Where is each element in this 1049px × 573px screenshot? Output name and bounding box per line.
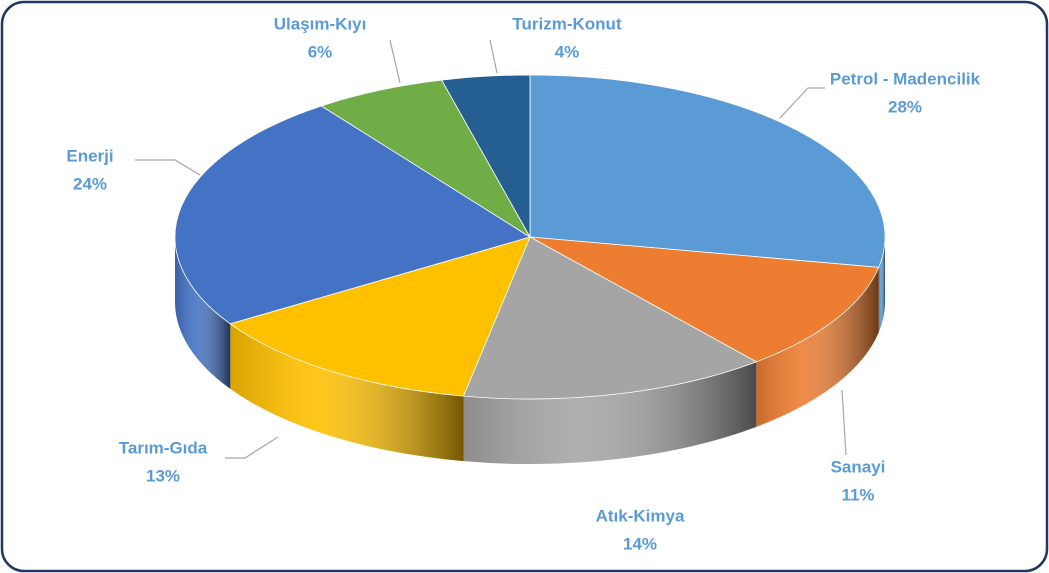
slice-label: Petrol - Madencilik [830, 69, 981, 88]
slice [229, 236, 531, 397]
slice [441, 74, 531, 239]
slice-label: Enerji [66, 146, 113, 165]
slice [462, 236, 758, 400]
pie-tops [174, 74, 886, 400]
leader-line [135, 159, 201, 176]
slice [320, 79, 531, 238]
leader-line [779, 87, 825, 119]
slice-value-label: 24% [73, 174, 107, 193]
slice-value-label: 11% [841, 485, 874, 504]
slice-value-label: 14% [623, 534, 657, 553]
pie-sides [175, 237, 885, 464]
slice-label: Tarım-Gıda [119, 438, 208, 457]
slice-side-shade [878, 237, 885, 333]
slice [174, 105, 531, 325]
slice [529, 74, 886, 268]
slice-side-shade [175, 237, 231, 389]
leader-line [489, 39, 498, 74]
slice [529, 236, 880, 363]
leader-line [841, 389, 847, 456]
slice-label: Sanayi [831, 457, 886, 476]
slice-value-label: 13% [146, 466, 180, 485]
slice-side-shade [756, 267, 879, 427]
slice-value-label: 4% [555, 42, 580, 61]
slice-label: Atık-Kimya [596, 506, 685, 525]
slice-label: Turizm-Konut [512, 14, 622, 33]
slice-side-shade [230, 323, 464, 462]
leader-line [389, 39, 401, 84]
labels: Petrol - Madencilik 28% Sanayi 11% Atık-Kimy… [66, 14, 980, 553]
slice-value-label: 28% [888, 97, 922, 116]
leader-line [225, 436, 279, 459]
slice-label: Ulaşım-Kıyı [274, 14, 367, 33]
slice-value-label: 6% [308, 42, 333, 61]
slice-side-shade [463, 361, 757, 464]
